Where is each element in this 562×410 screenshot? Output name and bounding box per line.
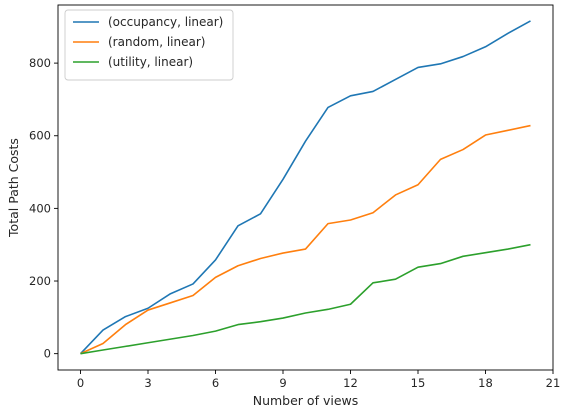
legend: (occupancy, linear) (random, linear) (util… [64, 9, 234, 81]
x-tick-label: 18 [478, 376, 493, 390]
x-tick-label: 21 [546, 376, 561, 390]
x-tick-label: 15 [411, 376, 426, 390]
legend-label-0: (occupancy, linear) [108, 15, 223, 29]
series-line-1 [80, 124, 531, 355]
y-tick-label: 600 [29, 129, 51, 143]
y-axis-label: Total Path Costs [6, 138, 21, 238]
plot-lines [79, 20, 531, 355]
x-axis-ticks: 0 3 6 9 12 15 18 21 [77, 370, 560, 390]
x-tick-label: 12 [343, 376, 358, 390]
x-tick-label: 3 [144, 376, 151, 390]
legend-box [64, 9, 234, 81]
series-line-2 [80, 243, 531, 355]
legend-label-1: (random, linear) [108, 35, 205, 49]
legend-label-2: (utility, linear) [108, 55, 193, 69]
x-tick-label: 9 [279, 376, 286, 390]
plot-frame [57, 4, 554, 371]
y-axis-ticks: 0 200 400 600 800 [29, 56, 58, 361]
y-tick-label: 0 [44, 347, 51, 361]
x-tick-label: 6 [212, 376, 219, 390]
y-tick-label: 200 [29, 274, 51, 288]
x-axis-label: Number of views [253, 393, 359, 408]
x-tick-label: 0 [77, 376, 84, 390]
y-tick-label: 800 [29, 56, 51, 70]
y-tick-label: 400 [29, 201, 51, 215]
series-line-0 [79, 20, 531, 355]
